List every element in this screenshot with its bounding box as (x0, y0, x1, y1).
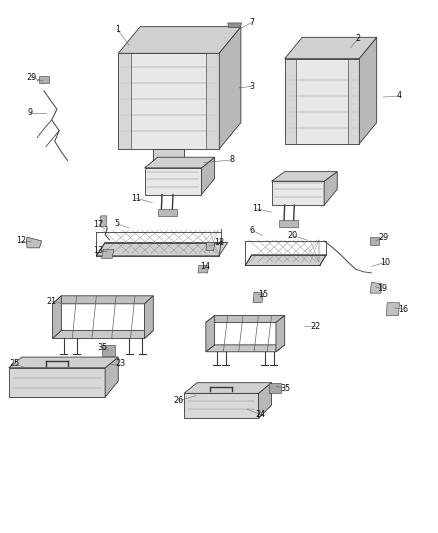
Polygon shape (201, 157, 215, 195)
Polygon shape (206, 53, 219, 149)
Polygon shape (9, 368, 105, 397)
Polygon shape (118, 27, 241, 53)
Polygon shape (272, 181, 324, 205)
Polygon shape (96, 243, 228, 256)
Polygon shape (370, 282, 382, 293)
Polygon shape (145, 296, 153, 338)
Text: 3: 3 (249, 82, 254, 91)
Polygon shape (370, 237, 379, 245)
Polygon shape (276, 316, 285, 352)
Text: 8: 8 (230, 156, 235, 164)
Text: 21: 21 (46, 297, 57, 305)
Text: 17: 17 (93, 221, 104, 229)
Text: 24: 24 (255, 410, 266, 419)
Text: 29: 29 (26, 73, 37, 82)
Polygon shape (245, 255, 326, 265)
Polygon shape (219, 27, 241, 149)
Polygon shape (184, 393, 258, 418)
Polygon shape (198, 265, 208, 273)
Polygon shape (102, 345, 115, 356)
Polygon shape (39, 76, 49, 83)
Polygon shape (272, 172, 337, 181)
Polygon shape (269, 383, 281, 393)
Polygon shape (105, 357, 118, 397)
Text: 7: 7 (249, 18, 254, 27)
Polygon shape (285, 59, 296, 144)
Polygon shape (9, 357, 118, 368)
Polygon shape (348, 59, 359, 144)
Polygon shape (206, 345, 285, 352)
Text: 10: 10 (381, 258, 390, 266)
Text: 11: 11 (131, 194, 141, 203)
Polygon shape (228, 23, 242, 28)
Text: 5: 5 (115, 220, 120, 228)
Text: 15: 15 (258, 290, 268, 298)
Polygon shape (206, 243, 215, 251)
Polygon shape (285, 37, 377, 59)
Text: 23: 23 (115, 359, 126, 368)
Text: 35: 35 (280, 384, 291, 392)
Text: 16: 16 (398, 305, 408, 313)
Text: 20: 20 (287, 231, 298, 240)
Polygon shape (386, 303, 399, 316)
Polygon shape (102, 249, 114, 259)
Polygon shape (324, 172, 337, 205)
Text: 25: 25 (9, 359, 19, 368)
Text: 13: 13 (94, 246, 103, 255)
Polygon shape (184, 383, 272, 393)
Polygon shape (53, 296, 153, 304)
Text: 2: 2 (356, 34, 361, 43)
Text: 19: 19 (377, 285, 387, 293)
Polygon shape (118, 53, 131, 149)
Polygon shape (145, 157, 215, 168)
Polygon shape (26, 237, 42, 248)
Polygon shape (158, 209, 177, 216)
Polygon shape (53, 296, 61, 338)
Polygon shape (53, 330, 153, 338)
Text: 6: 6 (249, 226, 254, 235)
Text: 22: 22 (310, 322, 321, 330)
Text: 26: 26 (173, 397, 184, 405)
Text: 4: 4 (397, 92, 402, 100)
Polygon shape (153, 149, 184, 160)
Polygon shape (279, 220, 298, 227)
Text: 1: 1 (115, 25, 120, 34)
Text: 14: 14 (200, 262, 210, 271)
Text: 18: 18 (214, 238, 224, 247)
Text: 11: 11 (252, 205, 262, 213)
Polygon shape (359, 37, 377, 144)
Polygon shape (253, 292, 264, 303)
Text: 12: 12 (16, 237, 26, 245)
Polygon shape (206, 316, 285, 322)
Polygon shape (118, 53, 219, 149)
Text: 9: 9 (27, 109, 32, 117)
Polygon shape (285, 59, 359, 144)
Polygon shape (145, 168, 201, 195)
Polygon shape (206, 316, 215, 352)
Polygon shape (258, 383, 272, 418)
Text: 35: 35 (98, 343, 108, 352)
Polygon shape (100, 216, 107, 227)
Text: 29: 29 (378, 233, 389, 241)
